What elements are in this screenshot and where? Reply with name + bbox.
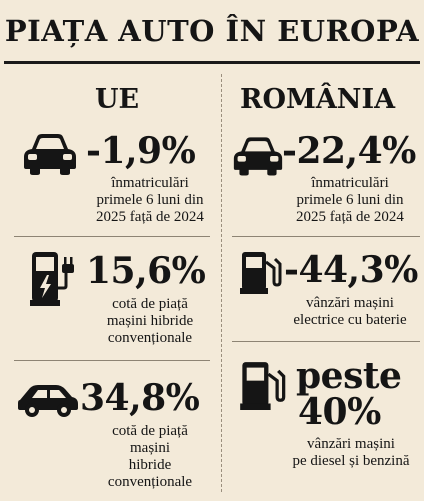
car-icon [24, 134, 76, 175]
desc-line: 2025 față de 2024 [96, 209, 204, 225]
desc-line: convenționale [107, 474, 193, 490]
desc-line: primele 6 luni din [296, 192, 404, 208]
fuel-pump-icon [240, 252, 282, 294]
desc-line: înmatriculări [111, 175, 189, 191]
desc-line: convenționale [107, 330, 193, 346]
desc-line: înmatriculări [311, 175, 389, 191]
fuel-pump-icon [240, 362, 286, 410]
ro-fuel-sales-value: 40% [298, 391, 381, 433]
romania-row-divider-2 [232, 341, 420, 342]
desc-line: vânzări mașini [306, 295, 394, 311]
desc-line: cotă de piață [112, 296, 188, 312]
romania-heading: ROMÂNIA [240, 84, 396, 115]
ue-heading: UE [95, 84, 140, 115]
desc-line: hibride [128, 457, 172, 473]
ue-hybrid-share-desc: cotă de piață mașini hibride convenționa… [84, 296, 216, 347]
desc-line: primele 6 luni din [96, 192, 204, 208]
desc-line: pe diesel și benzină [292, 453, 410, 469]
romania-row-divider-1 [232, 236, 420, 237]
ue-row-divider-2 [14, 360, 210, 361]
desc-line: cotă de piață [112, 423, 188, 439]
ro-ev-sales-value: -44,3% [284, 249, 418, 291]
ev-charger-icon [30, 252, 74, 306]
ro-registrations-desc: înmatriculări primele 6 luni din 2025 fa… [286, 175, 414, 226]
ue-registrations-desc: înmatriculări primele 6 luni din 2025 fa… [84, 175, 216, 226]
page-title: PIAȚA AUTO ÎN EUROPA [4, 14, 420, 48]
ue-registrations-value: -1,9% [86, 130, 196, 172]
ue-hybrid-share-value: 15,6% [86, 250, 206, 292]
desc-line: 2025 față de 2024 [296, 209, 404, 225]
desc-line: vânzări mașini [307, 436, 395, 452]
ro-fuel-sales-desc: vânzări mașini pe diesel și benzină [286, 436, 416, 470]
desc-line: electrice cu baterie [293, 312, 407, 328]
ue-hybrid-share-2-desc: cotă de piață mașini hibride convenționa… [84, 423, 216, 491]
ro-ev-sales-desc: vânzări mașini electrice cu baterie [286, 295, 414, 329]
ue-hybrid-share-2-value: 34,8% [80, 377, 200, 419]
desc-line: mașini hibride [106, 313, 194, 329]
car-icon [233, 137, 283, 176]
ro-registrations-value: -22,4% [282, 130, 416, 172]
desc-line: mașini [130, 440, 170, 456]
ue-row-divider-1 [14, 236, 210, 237]
ro-fuel-sales-prefix: peste [296, 355, 402, 397]
title-divider [4, 61, 420, 64]
car-side-icon [18, 385, 78, 417]
column-divider [221, 74, 222, 492]
